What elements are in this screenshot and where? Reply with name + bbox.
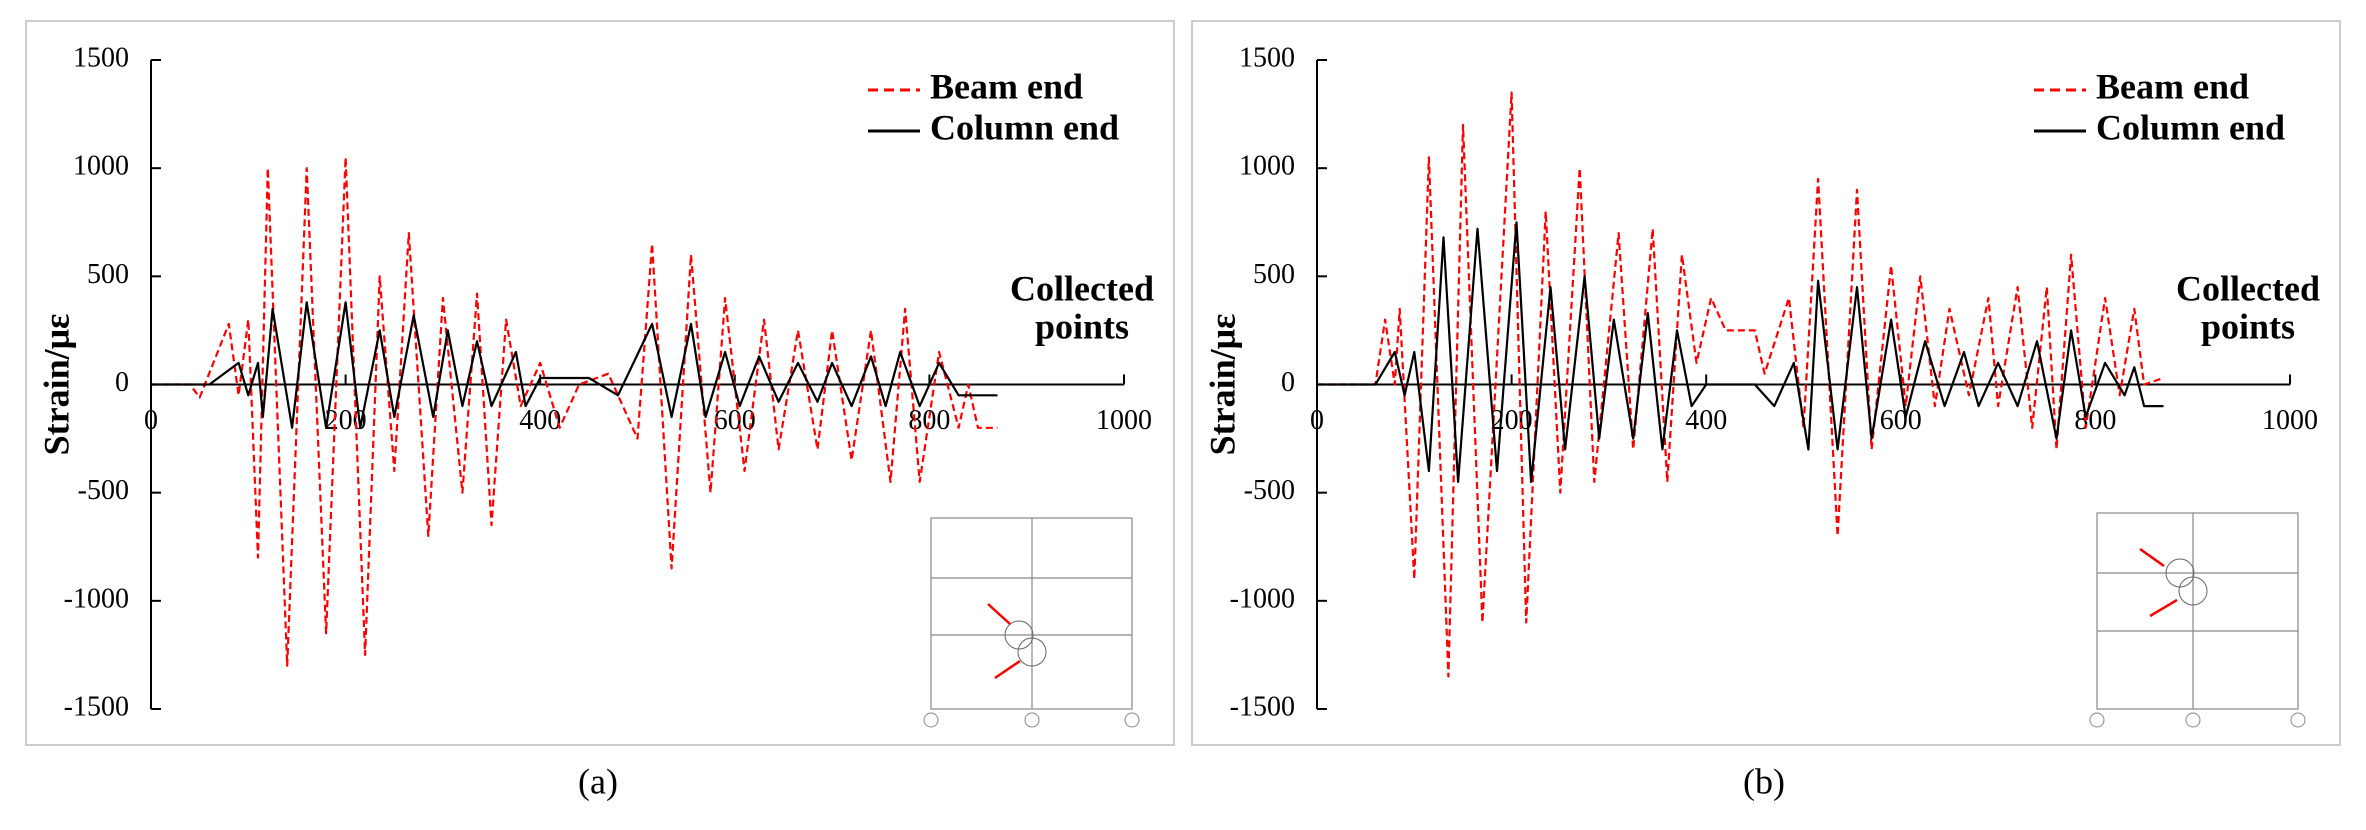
series-line — [151, 156, 998, 667]
x-tick-label: 0 — [144, 405, 158, 436]
inset-diagram — [923, 517, 1140, 728]
caption: (a) — [578, 761, 618, 801]
y-tick-label: -500 — [78, 475, 129, 506]
x-tick-label: 1000 — [1096, 405, 1152, 436]
y-tick-label: -1500 — [64, 691, 129, 722]
x-axis-label: points — [1035, 306, 1129, 346]
y-tick-label: 1500 — [1239, 42, 1295, 73]
series-line — [1317, 91, 2164, 678]
y-tick-label: -500 — [1244, 475, 1295, 506]
y-tick-label: 1000 — [1239, 151, 1295, 182]
series-line — [151, 301, 998, 429]
x-axis-label: points — [2201, 306, 2295, 346]
legend-label: Beam end — [930, 66, 1083, 106]
legend-label: Beam end — [2096, 66, 2249, 106]
y-axis-label: Strain/με — [36, 314, 76, 456]
panel-frame — [25, 20, 1175, 746]
legend-label: Column end — [2096, 107, 2285, 147]
y-tick-label: -1000 — [64, 583, 129, 614]
x-tick-label: 0 — [1310, 405, 1324, 436]
y-tick-label: 1000 — [73, 151, 129, 182]
x-tick-label: 600 — [714, 405, 756, 436]
x-tick-label: 1000 — [2262, 405, 2318, 436]
y-tick-label: -1000 — [1230, 583, 1295, 614]
inset-diagram — [2089, 512, 2306, 728]
x-tick-label: 200 — [1491, 405, 1533, 436]
y-tick-label: 500 — [87, 259, 129, 290]
panel-frame — [1191, 20, 2341, 746]
y-tick-label: 1500 — [73, 42, 129, 73]
x-tick-label: 800 — [2074, 405, 2116, 436]
series-line — [1317, 221, 2164, 483]
y-tick-label: 0 — [1281, 367, 1295, 398]
x-tick-label: 400 — [519, 405, 561, 436]
x-axis-label: Collected — [1010, 268, 1154, 308]
legend-label: Column end — [930, 107, 1119, 147]
y-tick-label: -1500 — [1230, 691, 1295, 722]
y-axis-label: Strain/με — [1202, 314, 1242, 456]
y-tick-label: 500 — [1253, 259, 1295, 290]
x-axis-label: Collected — [2176, 268, 2320, 308]
y-tick-label: 0 — [115, 367, 129, 398]
x-tick-label: 600 — [1880, 405, 1922, 436]
x-tick-label: 400 — [1685, 405, 1727, 436]
caption: (b) — [1743, 761, 1785, 801]
